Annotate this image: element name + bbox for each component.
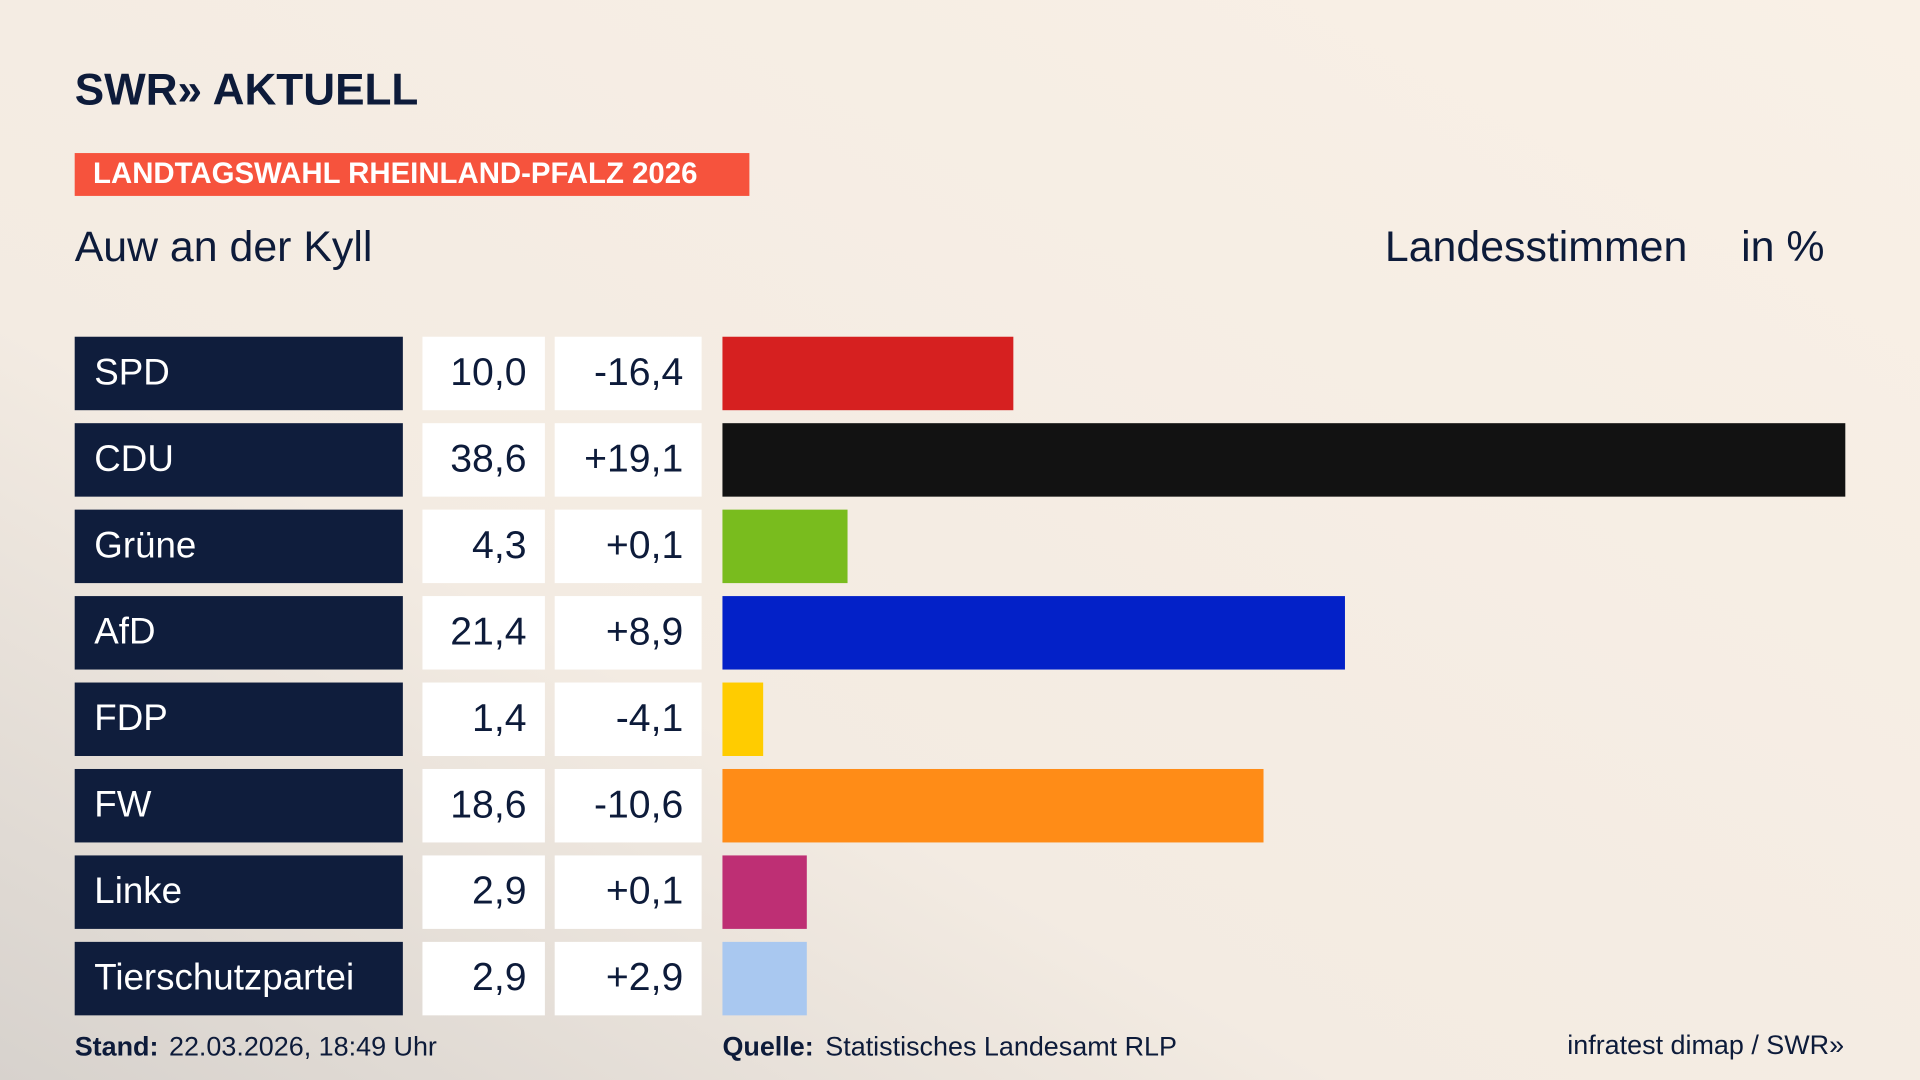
bar: [722, 423, 1846, 497]
value-box: [422, 596, 545, 670]
value-box: [422, 941, 545, 1016]
party-label: Linke: [94, 870, 182, 911]
change-box: [554, 596, 702, 670]
unit: in %: [1741, 223, 1824, 271]
tag: LANDTAGSWAHL RHEINLAND-PFALZ 2026: [93, 157, 697, 190]
party-label: FW: [94, 784, 151, 825]
change-label: -4,1: [616, 697, 684, 740]
change-box: [554, 509, 702, 584]
value-box: [422, 336, 545, 411]
change-label: +0,1: [606, 524, 683, 567]
value-label: 38,6: [450, 437, 526, 480]
value-label: 10,0: [450, 351, 526, 394]
value-box: [422, 423, 545, 497]
change-box: [554, 682, 702, 756]
change-label: -10,6: [594, 783, 683, 826]
party-label: SPD: [94, 351, 169, 392]
source: Statistisches Landesamt RLP: [825, 1031, 1177, 1061]
party-label: FDP: [94, 697, 167, 738]
party-label: CDU: [94, 438, 174, 479]
value-box: [422, 509, 545, 584]
party-label: Grüne: [94, 524, 196, 565]
bar: [722, 941, 807, 1016]
bar: [722, 509, 848, 584]
party-box: [74, 855, 403, 929]
party-box: [74, 336, 403, 411]
change-box: [554, 336, 702, 411]
bar: [722, 682, 764, 756]
change-box: [554, 423, 702, 497]
value-label: 18,6: [450, 783, 526, 826]
stand-label: Stand:: [75, 1031, 159, 1061]
change-box: [554, 855, 702, 929]
party-box: [74, 423, 403, 497]
value-label: 21,4: [450, 610, 526, 653]
change-box: [554, 941, 702, 1016]
bar: [722, 336, 1014, 411]
value-label: 2,9: [472, 956, 526, 999]
change-label: +0,1: [606, 870, 683, 913]
change-label: +2,9: [606, 956, 683, 999]
change-label: +8,9: [606, 610, 683, 653]
party-box: [74, 682, 403, 756]
credit: infratest dimap / SWR»: [1567, 1030, 1844, 1060]
tag-box: [74, 153, 750, 196]
bar: [722, 768, 1264, 843]
change-box: [554, 768, 702, 843]
party-box: [74, 768, 403, 843]
stand: 22.03.2026, 18:49 Uhr: [169, 1031, 437, 1061]
bar: [722, 596, 1345, 670]
bar: [722, 855, 807, 929]
party-box: [74, 596, 403, 670]
vote-type: Landesstimmen: [1385, 223, 1687, 271]
value-box: [422, 855, 545, 929]
change-label: -16,4: [594, 351, 683, 394]
value-label: 4,3: [472, 524, 526, 567]
value-box: [422, 682, 545, 756]
value-label: 1,4: [472, 697, 526, 740]
location: Auw an der Kyll: [75, 223, 373, 271]
value-box: [422, 768, 545, 843]
source-label: Quelle:: [722, 1031, 813, 1061]
party-label: Tierschutzpartei: [94, 957, 354, 998]
logo: SWR» AKTUELL: [75, 66, 419, 115]
value-label: 2,9: [472, 870, 526, 913]
party-box: [74, 509, 403, 584]
party-label: AfD: [94, 611, 155, 652]
change-label: +19,1: [584, 437, 683, 480]
party-box: [74, 941, 403, 1016]
